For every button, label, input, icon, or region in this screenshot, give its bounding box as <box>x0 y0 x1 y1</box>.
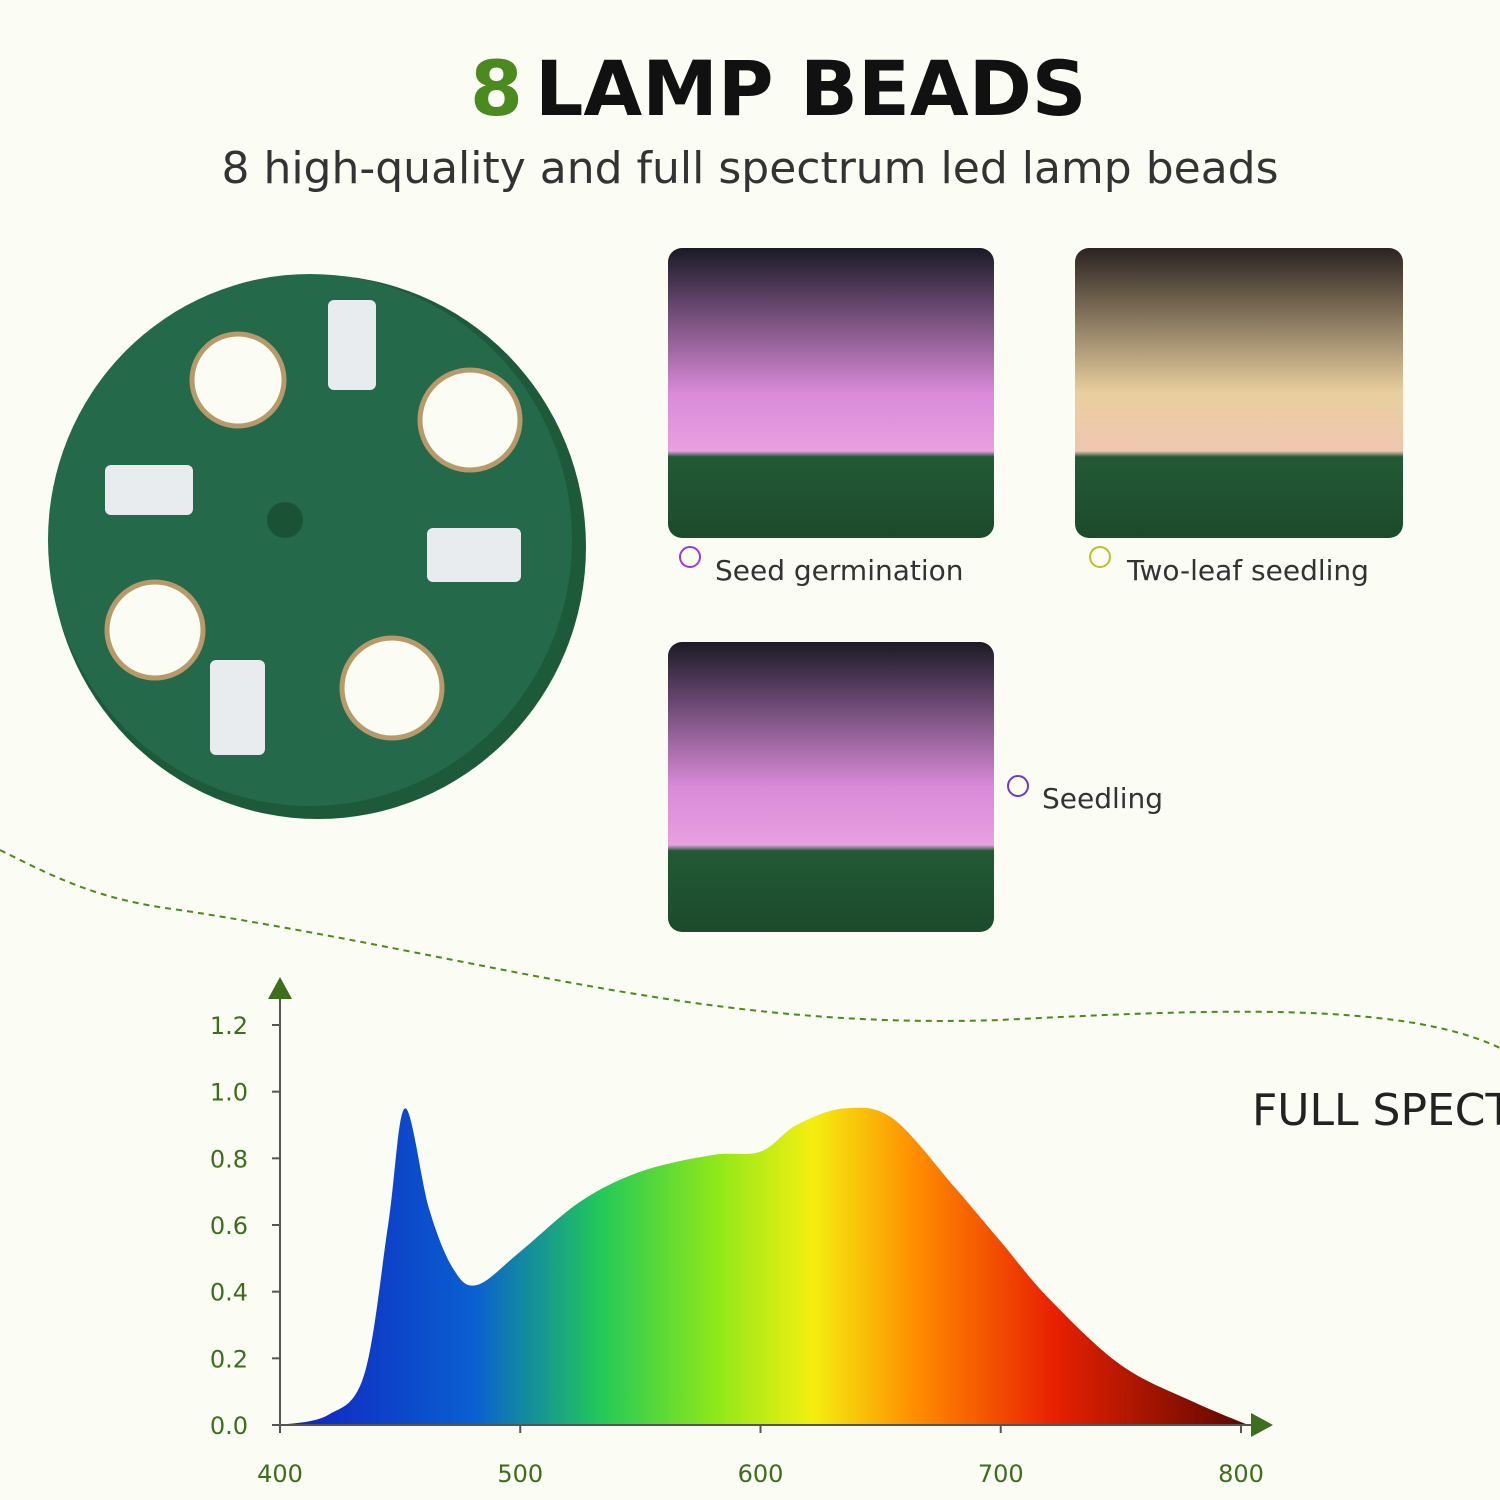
vine-line <box>0 849 1500 1049</box>
bulb-icon <box>1007 775 1029 797</box>
lamp-disc <box>48 274 586 819</box>
y-tick-label: 0.4 <box>210 1279 248 1307</box>
subtitle: 8 high-quality and full spectrum led lam… <box>221 143 1278 194</box>
y-tick-label: 0.2 <box>210 1345 248 1373</box>
y-tick-label: 1.0 <box>210 1079 248 1107</box>
spectrum-area <box>280 1107 1249 1425</box>
x-tick-label: 800 <box>1218 1460 1264 1488</box>
stage-label: Seedling <box>1042 782 1163 815</box>
stage-label: Two-leaf seedling <box>1126 554 1369 587</box>
chart-title: FULL SPECTRUM <box>1252 1085 1500 1136</box>
y-tick-label: 1.2 <box>210 1012 248 1040</box>
x-tick-label: 600 <box>738 1460 784 1488</box>
title-number: 8 <box>470 44 523 133</box>
bulb-icon <box>679 546 701 568</box>
x-tick-label: 700 <box>978 1460 1024 1488</box>
y-tick-label: 0.8 <box>210 1145 248 1173</box>
photo <box>668 642 994 932</box>
axis-arrow <box>268 977 292 999</box>
chart: 0.0 0.2 0.4 0.6 0.8 1.0 1.2 400 500 600 700 800 <box>210 977 1273 1488</box>
axis-arrow <box>1251 1413 1273 1437</box>
stage-label: Seed germination <box>715 554 964 587</box>
photo <box>668 248 994 538</box>
x-tick-label: 400 <box>257 1460 303 1488</box>
y-tick-label: 0.6 <box>210 1212 248 1240</box>
x-tick-label: 500 <box>497 1460 543 1488</box>
photo <box>1075 248 1403 538</box>
title: LAMP BEADS <box>535 44 1087 133</box>
bulb-icon <box>1089 546 1111 568</box>
y-tick-label: 0.0 <box>210 1412 248 1440</box>
